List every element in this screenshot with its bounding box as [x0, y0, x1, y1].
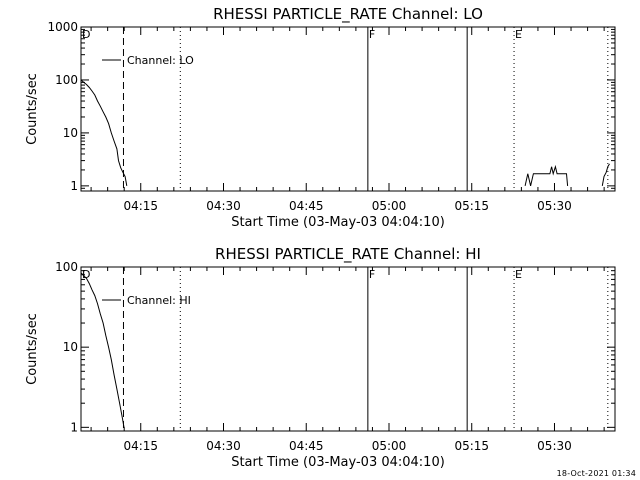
event-marker-label: F — [369, 268, 375, 281]
x-axis-label: Start Time (03-May-03 04:04:10) — [231, 215, 445, 230]
y-tick-label: 10 — [63, 126, 78, 140]
x-tick-label: 04:30 — [206, 439, 241, 453]
y-tick-label: 100 — [55, 260, 78, 274]
y-tick-label: 10 — [63, 340, 78, 354]
y-axis-label: Counts/sec — [25, 313, 40, 385]
x-tick-label: 05:00 — [372, 439, 407, 453]
series-line — [524, 164, 569, 187]
chart-title: RHESSI PARTICLE_RATE Channel: HI — [215, 245, 481, 264]
x-axis-label: Start Time (03-May-03 04:04:10) — [231, 455, 445, 470]
series-line — [80, 272, 125, 428]
y-tick-label: 100 — [55, 73, 78, 87]
x-tick-label: 05:15 — [454, 439, 489, 453]
event-marker-label: D — [82, 268, 90, 281]
y-axis-label: Counts/sec — [25, 73, 40, 145]
series-line — [80, 79, 128, 186]
x-tick-label: 04:15 — [123, 199, 158, 213]
plot-frame — [80, 26, 616, 192]
series-line — [601, 163, 610, 186]
event-marker-label: F — [369, 28, 375, 41]
x-tick-label: 04:45 — [289, 199, 324, 213]
x-tick-label: 05:30 — [537, 439, 572, 453]
event-marker-label: E — [515, 268, 522, 281]
y-tick-label: 1 — [70, 179, 78, 193]
x-tick-label: 05:15 — [454, 199, 489, 213]
timestamp-footer: 18-Oct-2021 01:34 — [556, 469, 636, 478]
y-tick-label: 1 — [70, 420, 78, 434]
legend-label: Channel: HI — [127, 294, 191, 307]
x-tick-label: 05:30 — [537, 199, 572, 213]
chart-title: RHESSI PARTICLE_RATE Channel: LO — [213, 5, 483, 24]
x-tick-label: 04:30 — [206, 199, 241, 213]
event-marker-label: D — [82, 28, 90, 41]
plot-frame — [80, 266, 616, 432]
y-tick-label: 1000 — [47, 20, 78, 34]
event-marker-label: E — [515, 28, 522, 41]
x-tick-label: 04:15 — [123, 439, 158, 453]
x-tick-label: 04:45 — [289, 439, 324, 453]
legend-label: Channel: LO — [127, 54, 194, 67]
x-tick-label: 05:00 — [372, 199, 407, 213]
